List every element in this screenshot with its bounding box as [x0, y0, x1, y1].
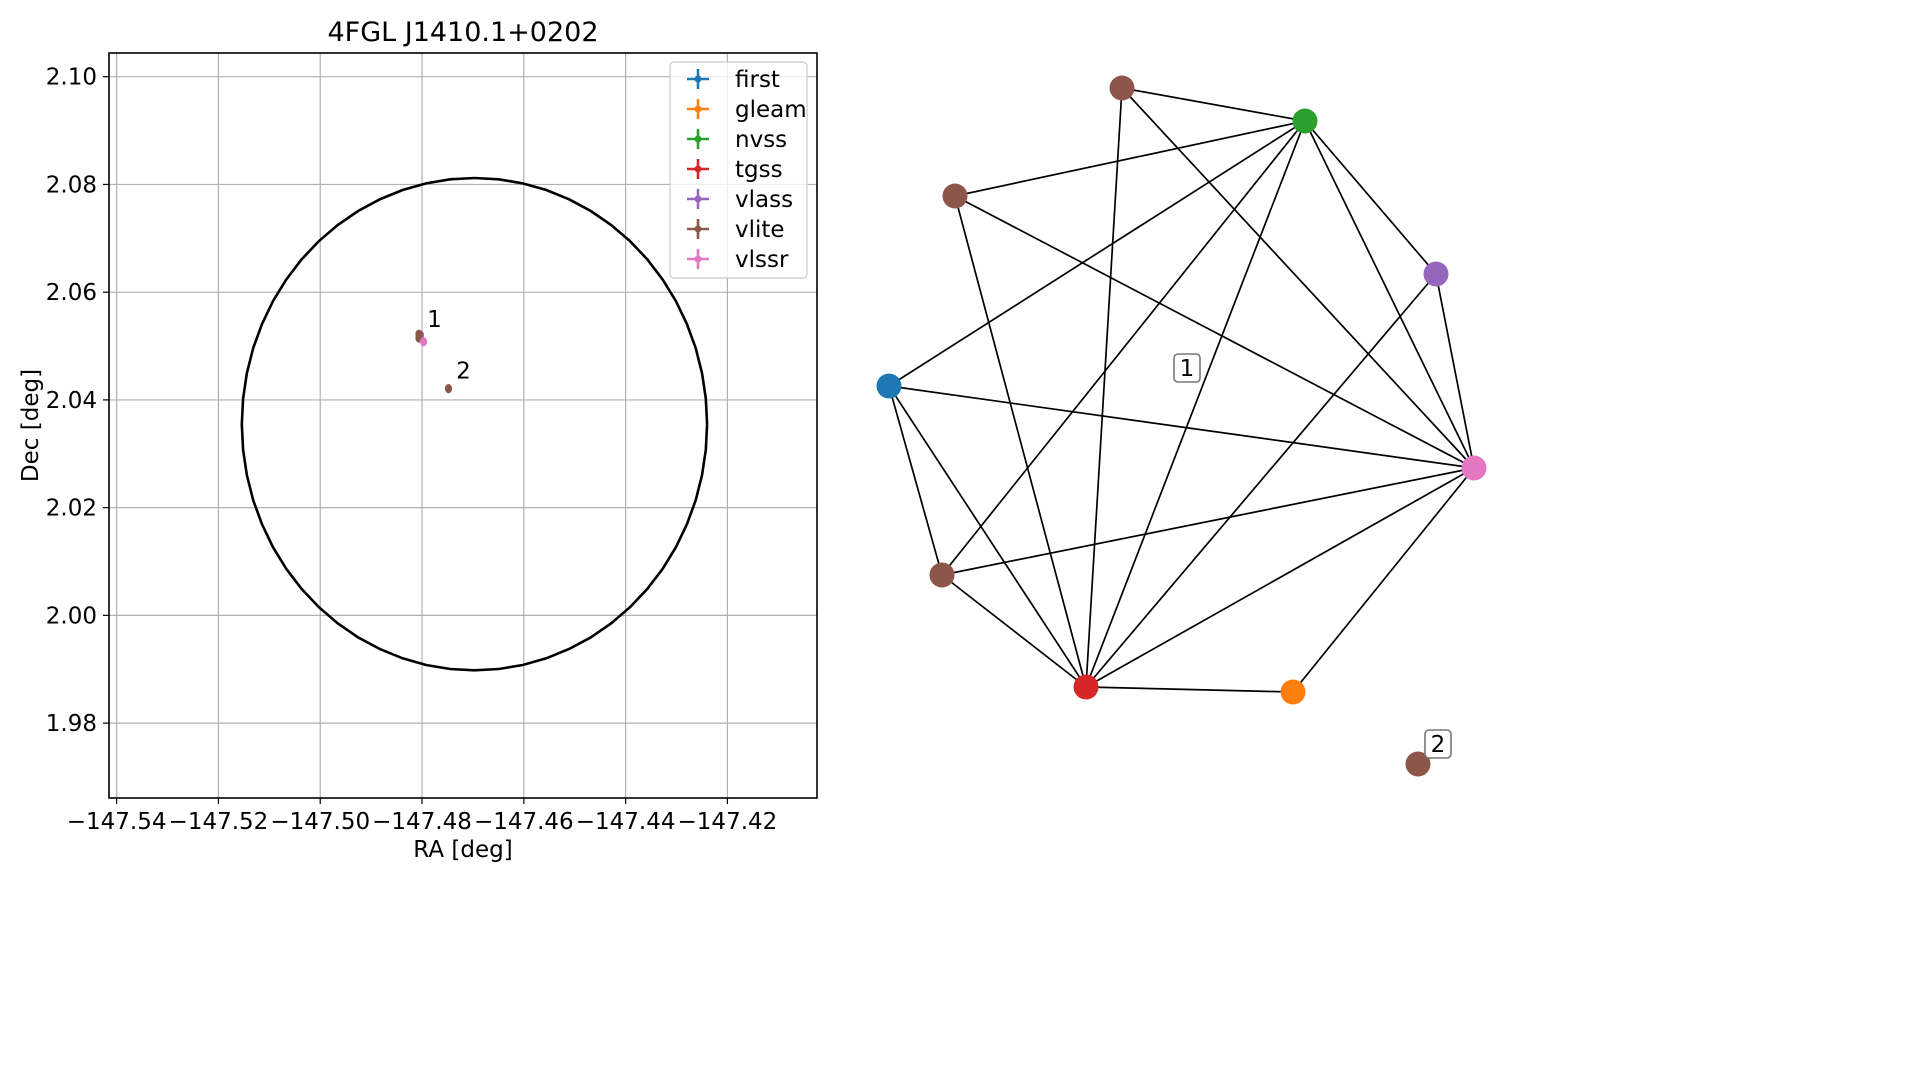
legend-label: tgss	[735, 157, 783, 183]
point-vlssr	[419, 337, 428, 347]
x-tick-label: −147.42	[678, 809, 778, 835]
y-tick-label: 2.02	[46, 496, 97, 522]
network-node-vlssr	[1461, 455, 1487, 481]
search-circle	[240, 176, 709, 672]
network-edge	[888, 120, 1306, 387]
legend-marker-dot	[694, 165, 702, 173]
network-edge	[941, 120, 1306, 576]
legend-label: vlite	[735, 217, 785, 243]
chart-title: 4FGL J1410.1+0202	[327, 17, 598, 48]
legend-marker-dot	[694, 255, 702, 263]
network-edge	[888, 385, 943, 576]
network-edge	[954, 120, 1306, 197]
legend-item-nvss: nvss	[687, 127, 787, 153]
legend-label: nvss	[735, 127, 787, 153]
legend-entries: first gleam nvss tgss vlass vlite vlssr	[687, 67, 807, 273]
legend-marker-dot	[694, 195, 702, 203]
cluster-label-box	[1424, 729, 1452, 759]
plot-frame	[108, 52, 818, 799]
x-tick-label: −147.44	[576, 809, 676, 835]
circle-layer	[240, 176, 709, 672]
network-edge	[941, 574, 1087, 688]
network-cluster-label: 2	[1424, 729, 1452, 759]
network-edge	[1085, 467, 1475, 688]
annotation-layer: 12	[427, 307, 471, 384]
legend-marker-dot	[694, 105, 702, 113]
network-edge	[1085, 87, 1123, 688]
legend: first gleam nvss tgss vlass vlite vlssr	[669, 61, 808, 279]
point-vlite	[444, 384, 453, 394]
network-edge	[954, 195, 1087, 688]
y-axis-label: Dec [deg]	[18, 369, 44, 482]
x-axis-label: RA [deg]	[413, 837, 512, 863]
y-tick-label: 2.00	[46, 603, 97, 629]
y-tick-label: 2.08	[46, 172, 97, 198]
y-tick-label: 2.06	[46, 280, 97, 306]
network-edge	[1121, 87, 1475, 469]
cluster-label-box	[1173, 353, 1201, 383]
point-layer	[415, 329, 453, 394]
network-node-vlite	[942, 183, 968, 209]
cluster-label-text: 2	[1431, 732, 1446, 758]
legend-label: vlass	[735, 187, 793, 213]
edge-layer	[888, 87, 1475, 693]
legend-item-vlite: vlite	[687, 217, 785, 243]
x-tick-label: −147.54	[67, 809, 167, 835]
network-node-nvss	[1292, 108, 1318, 134]
y-tick-label: 1.98	[46, 711, 97, 737]
network-node-tgss	[1073, 674, 1099, 700]
legend-item-vlssr: vlssr	[687, 247, 789, 273]
network-edge	[888, 385, 1087, 688]
legend-marker-dot	[694, 135, 702, 143]
network-node-vlite	[1405, 751, 1431, 777]
legend-item-tgss: tgss	[687, 157, 783, 183]
network-edge	[1304, 120, 1475, 469]
x-tick-label: −147.52	[169, 809, 269, 835]
network-edge	[1304, 120, 1437, 275]
point-annotation: 1	[427, 307, 442, 333]
legend-box	[669, 61, 808, 279]
scatter-panel: 12 −147.54 −147.52 −147.50 −147.48 −147.46 −1…	[18, 17, 818, 863]
legend-marker-dot	[694, 75, 702, 83]
legend-label: gleam	[735, 97, 807, 123]
network-edge	[954, 195, 1475, 469]
x-tick-label: −147.46	[474, 809, 574, 835]
tick-layer: −147.54 −147.52 −147.50 −147.48 −147.46 −147.…	[46, 65, 778, 835]
network-edge	[941, 467, 1475, 576]
network-node-vlite	[929, 562, 955, 588]
network-edge	[1085, 686, 1294, 693]
cluster-label-text: 1	[1180, 356, 1195, 382]
y-tick-label: 2.10	[46, 65, 97, 91]
legend-item-first: first	[687, 67, 780, 93]
network-edge	[888, 385, 1475, 469]
legend-label: vlssr	[735, 247, 789, 273]
network-edge	[1121, 87, 1306, 122]
x-tick-label: −147.48	[372, 809, 472, 835]
point-annotation: 2	[456, 358, 471, 384]
network-edge	[1435, 273, 1475, 469]
network-node-vlass	[1423, 261, 1449, 287]
y-tick-label: 2.04	[46, 388, 97, 414]
network-node-vlite	[1109, 75, 1135, 101]
network-cluster-label: 1	[1173, 353, 1201, 383]
network-edge	[1085, 273, 1437, 688]
network-node-first	[876, 373, 902, 399]
legend-marker-dot	[694, 225, 702, 233]
network-label-layer: 12	[1173, 353, 1452, 759]
network-node-gleam	[1280, 679, 1306, 705]
network-panel: 12	[876, 75, 1487, 777]
legend-label: first	[735, 67, 780, 93]
x-tick-label: −147.50	[270, 809, 370, 835]
network-edge	[1085, 120, 1306, 688]
legend-item-vlass: vlass	[687, 187, 793, 213]
network-edge	[1292, 467, 1475, 693]
legend-item-gleam: gleam	[687, 97, 807, 123]
node-layer	[876, 75, 1487, 777]
